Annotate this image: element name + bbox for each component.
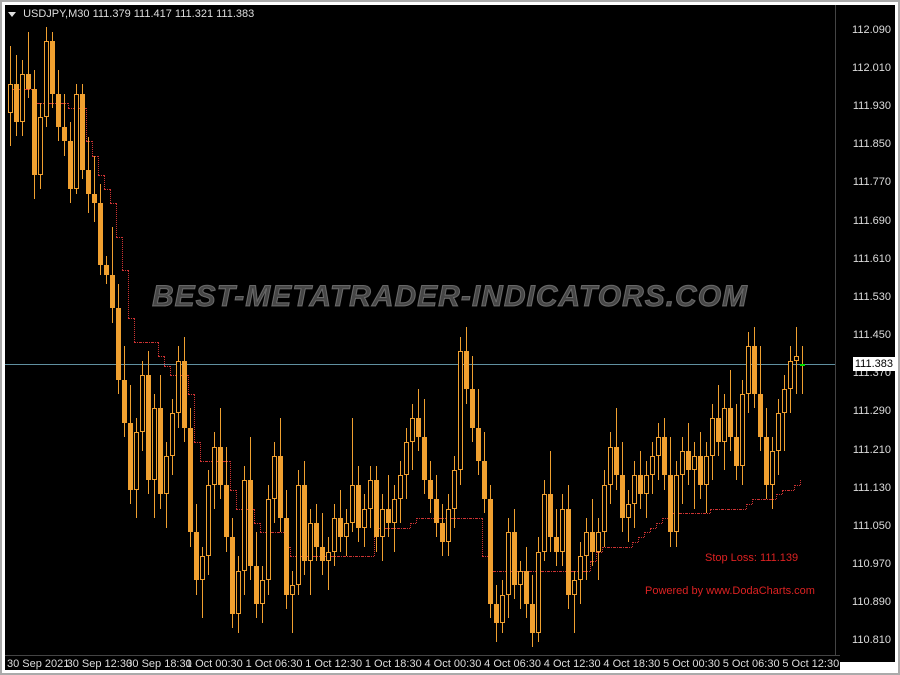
- stop-line-segment: [368, 556, 374, 557]
- y-axis-label: 112.090: [852, 24, 891, 36]
- x-axis-label: 4 Oct 06:30: [484, 658, 541, 670]
- stop-line-segment: [86, 108, 87, 141]
- stop-line-segment: [200, 442, 201, 461]
- stop-line-segment: [98, 156, 99, 175]
- stop-line-segment: [104, 175, 105, 189]
- current-price-line: [5, 364, 840, 365]
- stop-line-segment: [260, 523, 261, 533]
- x-axis-label: 4 Oct 12:30: [544, 658, 601, 670]
- powered-by-label: Powered by www.DodaCharts.com: [645, 585, 815, 597]
- stop-line-segment: [116, 203, 117, 236]
- stop-line-segment: [590, 561, 591, 571]
- chart-header: USDJPY,M30 111.379 111.417 111.321 111.3…: [8, 8, 254, 20]
- stop-line-segment: [254, 509, 255, 523]
- stop-line-segment: [194, 394, 195, 442]
- y-axis-label: 110.890: [852, 596, 891, 608]
- x-axis-label: 30 Sep 12:30: [67, 658, 132, 670]
- stop-line-segment: [290, 547, 291, 557]
- y-axis-label: 111.770: [853, 176, 891, 188]
- x-axis-label: 4 Oct 00:30: [425, 658, 482, 670]
- stop-line-segment: [404, 528, 410, 529]
- stop-line-segment: [164, 356, 165, 366]
- stop-line-segment: [122, 237, 123, 270]
- x-axis-label: 5 Oct 06:30: [723, 658, 780, 670]
- stop-line-segment: [482, 518, 483, 556]
- stop-line-segment: [626, 547, 632, 548]
- y-axis-label: 111.290: [853, 405, 891, 417]
- stop-line-segment: [632, 542, 638, 543]
- stop-line-segment: [134, 318, 135, 342]
- stop-line-segment: [236, 490, 237, 509]
- stop-line-segment: [128, 270, 129, 318]
- stop-line-segment: [794, 485, 800, 486]
- stop-line-segment: [656, 523, 662, 524]
- y-axis-label: 111.690: [853, 215, 891, 227]
- stop-line-segment: [704, 513, 710, 514]
- stop-line-segment: [650, 528, 656, 529]
- y-axis-label: 110.970: [852, 558, 891, 570]
- stop-line-segment: [746, 504, 752, 505]
- stop-line-segment: [788, 490, 794, 491]
- chart-container: USDJPY,M30 111.379 111.417 111.321 111.3…: [0, 0, 900, 675]
- stop-line-segment: [776, 494, 782, 495]
- x-axis-label: 5 Oct 00:30: [663, 658, 720, 670]
- ohlc-label: 111.379 111.417 111.321 111.383: [93, 8, 255, 20]
- y-axis-label: 111.930: [853, 100, 891, 112]
- y-axis-label: 111.130: [853, 482, 891, 494]
- x-axis: 30 Sep 202130 Sep 12:3030 Sep 18:301 Oct…: [5, 655, 840, 670]
- symbol-label: USDJPY,M30: [23, 8, 89, 20]
- stop-line-segment: [410, 523, 416, 524]
- x-axis-label: 30 Sep 18:30: [126, 658, 191, 670]
- x-axis-label: 1 Oct 18:30: [365, 658, 422, 670]
- stop-line-segment: [638, 537, 644, 538]
- y-axis-label: 111.210: [853, 444, 891, 456]
- stop-loss-label: Stop Loss: 111.139: [705, 552, 798, 564]
- stop-line-segment: [110, 189, 111, 203]
- x-axis-label: 1 Oct 12:30: [305, 658, 362, 670]
- y-axis-label: 111.050: [853, 520, 891, 532]
- stop-line-segment: [590, 561, 596, 562]
- y-axis: 112.090 112.010 111.930 111.850 111.770 111.6…: [835, 5, 895, 662]
- y-axis-label: 111.450: [853, 329, 891, 341]
- x-axis-label: 4 Oct 18:30: [603, 658, 660, 670]
- plot-area[interactable]: Stop Loss: 111.139 Powered by www.DodaCha…: [5, 22, 840, 647]
- stop-line-segment: [230, 461, 231, 490]
- y-axis-label: 110.810: [852, 634, 891, 646]
- x-axis-label: 5 Oct 12:30: [782, 658, 839, 670]
- stop-line-segment: [92, 141, 93, 155]
- dropdown-icon[interactable]: [8, 12, 16, 17]
- stop-line-segment: [800, 480, 801, 485]
- y-axis-label: 112.010: [852, 62, 891, 74]
- stop-line-segment: [770, 499, 776, 500]
- current-price-marker: 111.383: [853, 357, 895, 371]
- x-axis-label: 1 Oct 00:30: [186, 658, 243, 670]
- stop-line-segment: [740, 509, 746, 510]
- y-axis-label: 111.530: [853, 291, 891, 303]
- y-axis-label: 111.610: [853, 253, 891, 265]
- stop-line-segment: [584, 571, 590, 572]
- x-axis-label: 30 Sep 2021: [7, 658, 69, 670]
- stop-line-segment: [596, 552, 602, 553]
- watermark-text: BEST-METATRADER-INDICATORS.COM: [152, 280, 748, 314]
- stop-line-segment: [170, 366, 171, 376]
- y-axis-label: 111.850: [853, 138, 891, 150]
- stop-line-segment: [644, 532, 650, 533]
- x-axis-label: 1 Oct 06:30: [246, 658, 303, 670]
- stop-line-segment: [158, 342, 159, 356]
- stop-line-segment: [188, 375, 189, 394]
- stop-line-segment: [596, 552, 597, 562]
